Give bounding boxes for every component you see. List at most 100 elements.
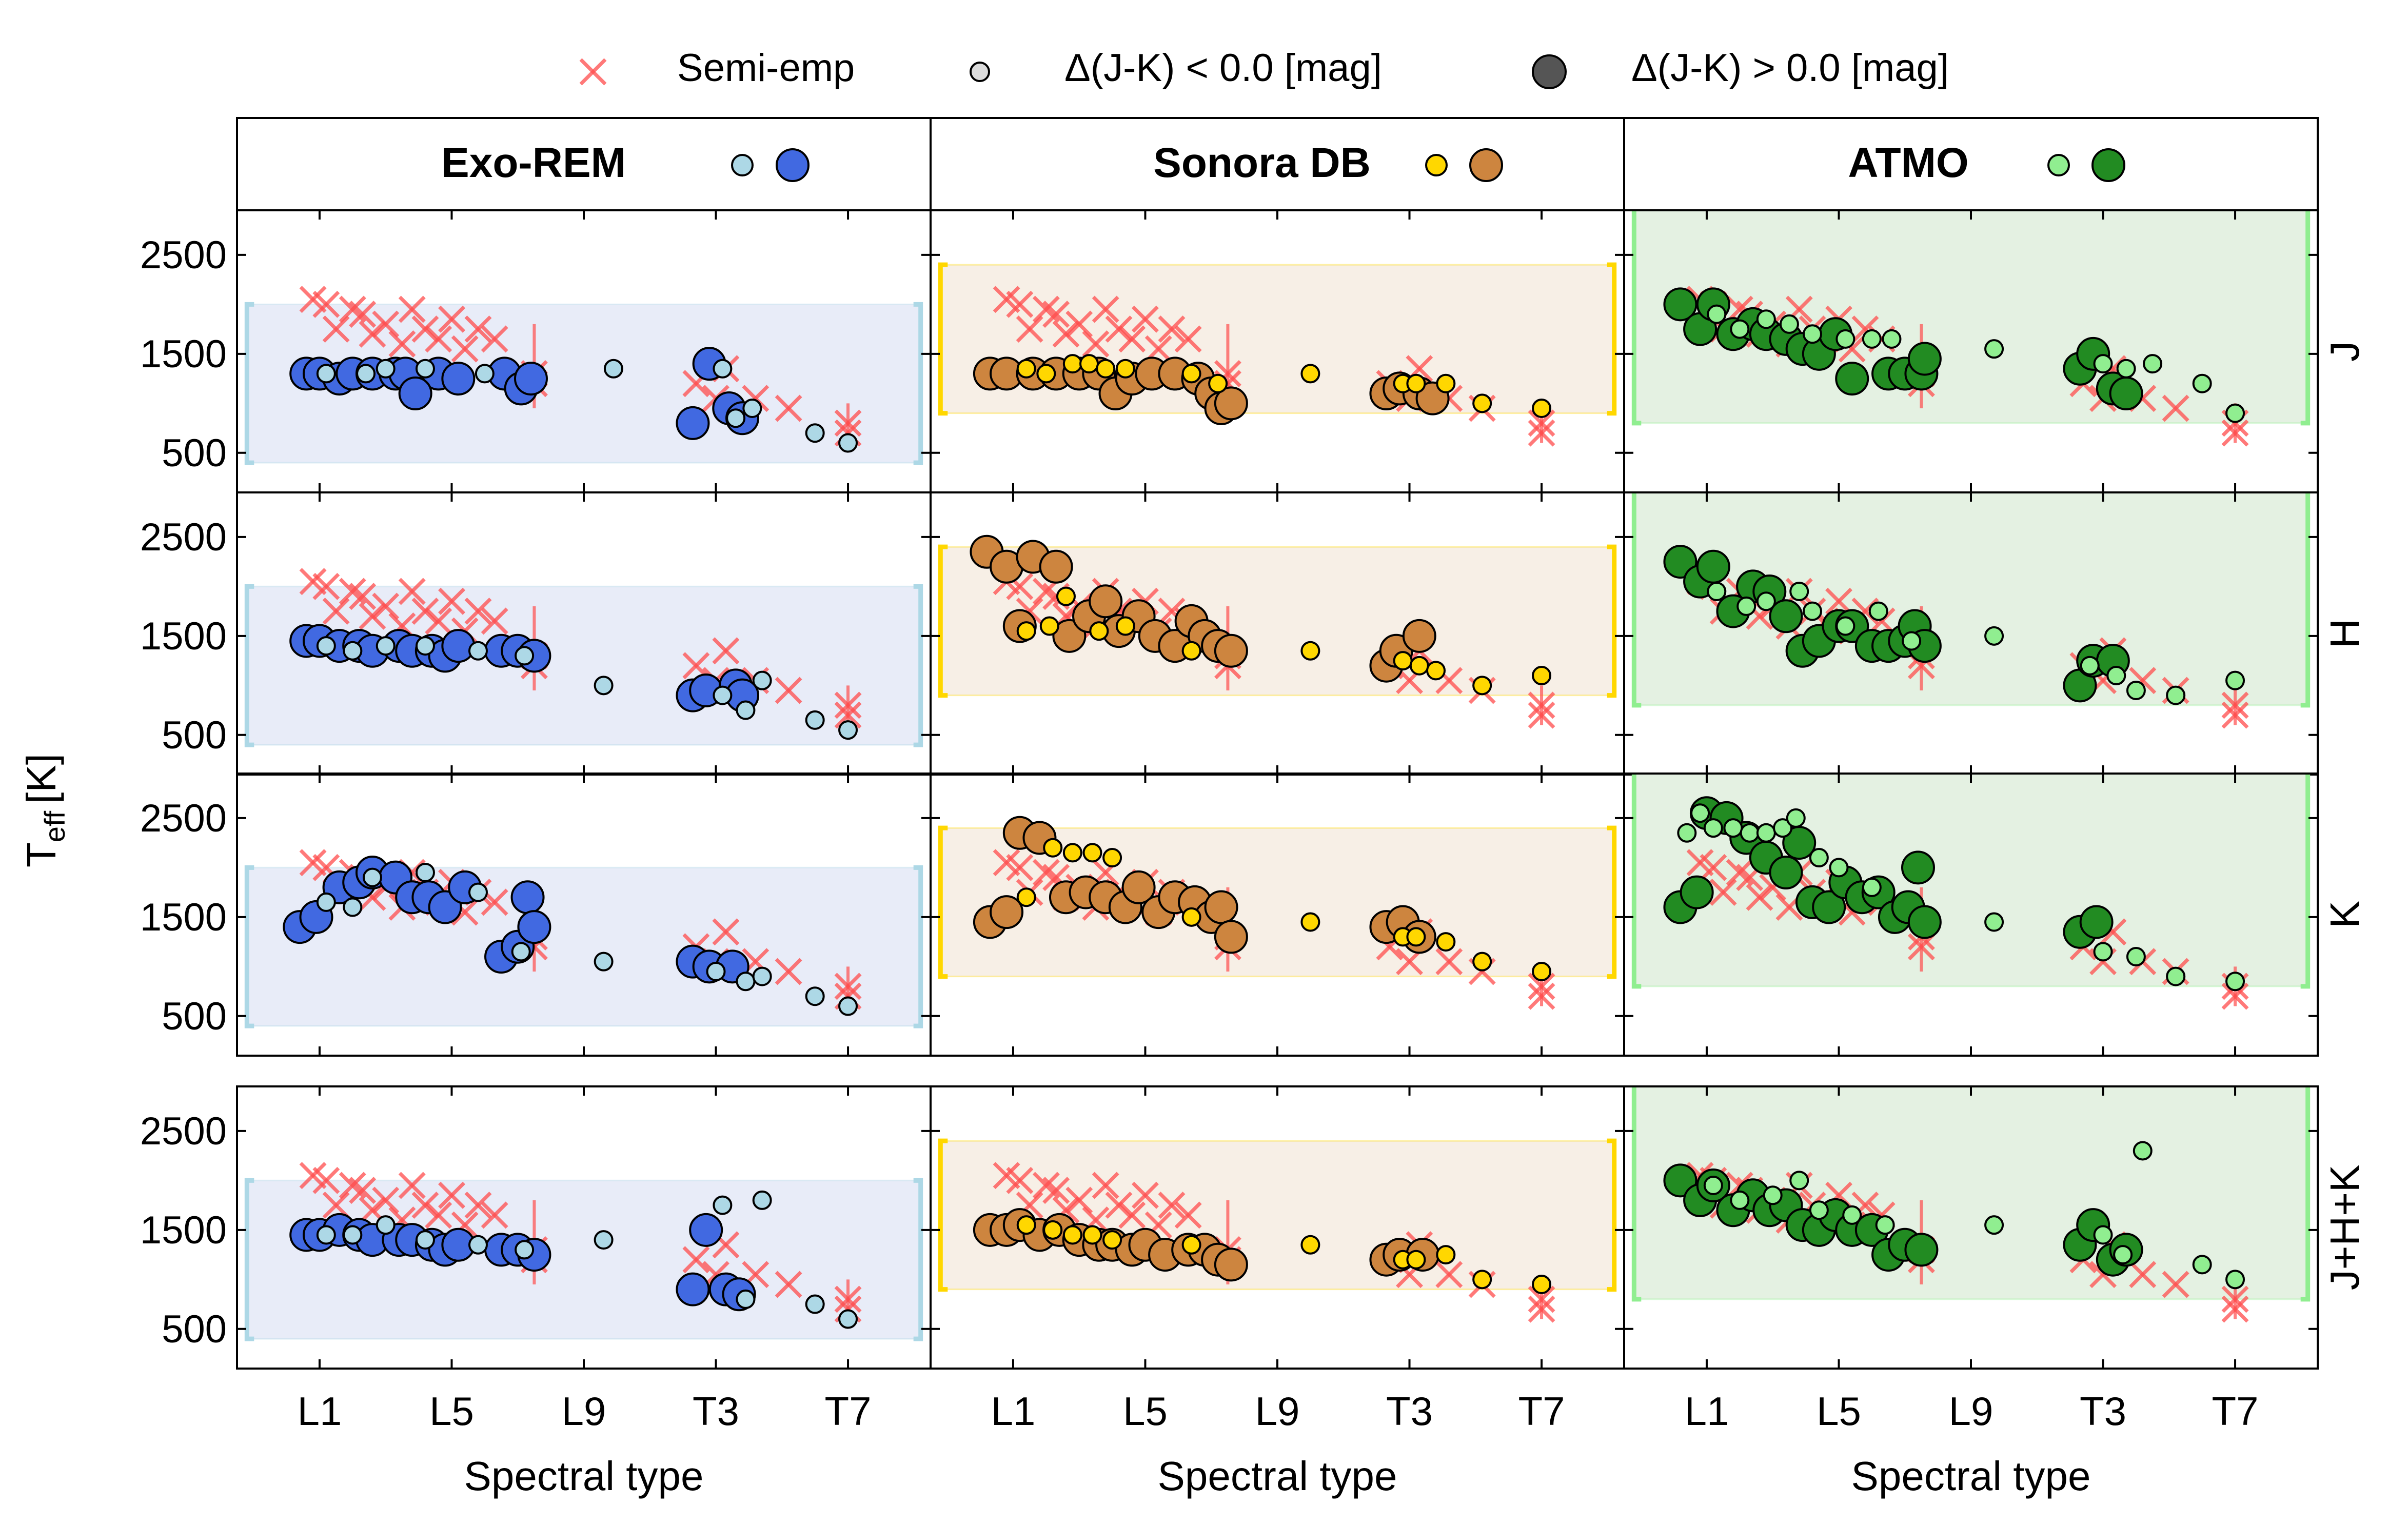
y-tick-label: 500 xyxy=(162,1308,227,1351)
semi-emp-marker xyxy=(388,330,416,358)
small-marker xyxy=(1089,621,1109,641)
panel-sonora-k xyxy=(930,773,1625,1057)
large-marker xyxy=(1901,850,1935,885)
small-marker xyxy=(1763,1185,1783,1205)
validity-bracket-left xyxy=(1631,1086,1642,1302)
semi-emp-marker xyxy=(481,607,508,635)
semi-emp-marker xyxy=(682,1246,710,1274)
semi-emp-marker xyxy=(1105,315,1133,343)
small-marker xyxy=(343,897,363,917)
small-marker xyxy=(706,961,726,981)
row-label-h: H xyxy=(2322,619,2367,648)
validity-bracket-left xyxy=(1631,210,1642,426)
legend: Semi-emp Δ(J-K) < 0.0 [mag] Δ(J-K) > 0.0… xyxy=(579,46,1949,90)
semi-emp-marker xyxy=(2162,394,2189,422)
small-marker xyxy=(1740,823,1760,843)
panel-atmo-j: J xyxy=(1623,209,2367,493)
small-marker xyxy=(1789,581,1809,601)
small-marker xyxy=(1835,616,1856,636)
small-marker xyxy=(1082,843,1102,863)
small-marker xyxy=(1406,1250,1426,1270)
validity-bracket-left xyxy=(938,262,948,416)
small-marker xyxy=(594,952,614,972)
small-marker xyxy=(2133,1141,2153,1161)
small-marker xyxy=(316,1225,336,1245)
validity-bracket-left xyxy=(244,584,254,747)
large-marker xyxy=(1663,287,1698,322)
semi-emp-marker xyxy=(1174,325,1202,353)
small-marker xyxy=(1789,1171,1809,1191)
header-title-exorem: Exo-REM xyxy=(441,140,626,186)
semi-emp-marker xyxy=(1105,1192,1133,1219)
small-marker xyxy=(752,1190,772,1210)
panel-exorem-k: 500 1500 2500 xyxy=(140,773,932,1057)
semi-emp-marker xyxy=(1006,854,1034,881)
small-marker xyxy=(1300,641,1320,661)
x-tick-label: T7 xyxy=(1518,1389,1565,1434)
semi-emp-marker xyxy=(322,1192,350,1219)
y-tick-label: 500 xyxy=(162,431,227,475)
x-tick-label: L5 xyxy=(1817,1389,1861,1434)
small-marker xyxy=(1532,398,1552,418)
small-marker xyxy=(1016,1215,1036,1235)
semi-emp-marker xyxy=(1065,1186,1093,1214)
small-marker xyxy=(415,636,435,656)
semi-emp-marker xyxy=(398,295,426,323)
semi-emp-marker xyxy=(1118,325,1146,353)
small-marker xyxy=(713,1195,733,1215)
small-marker xyxy=(1406,373,1426,393)
small-marker xyxy=(1426,661,1446,681)
legend-small-label: Δ(J-K) < 0.0 [mag] xyxy=(1064,46,1382,90)
small-marker xyxy=(511,942,531,962)
large-marker xyxy=(1402,619,1436,653)
small-marker xyxy=(1756,823,1776,843)
small-marker xyxy=(1723,818,1743,838)
validity-bracket-right xyxy=(2300,492,2311,708)
semi-emp-marker xyxy=(1092,295,1119,323)
small-marker xyxy=(1036,364,1056,384)
semi-emp-marker xyxy=(1435,948,1463,976)
small-marker xyxy=(1902,631,1922,651)
small-marker xyxy=(316,364,336,384)
small-marker xyxy=(343,1225,363,1245)
small-marker xyxy=(2106,666,2126,686)
small-marker xyxy=(1984,626,2004,646)
small-marker xyxy=(1984,912,2004,932)
small-marker xyxy=(1181,641,1201,661)
small-marker xyxy=(1406,927,1426,947)
small-marker xyxy=(1736,596,1756,616)
validity-bracket-left xyxy=(1631,774,1642,989)
semi-emp-marker xyxy=(1092,1172,1119,1199)
small-marker xyxy=(1300,364,1320,384)
header-small-marker-sonora xyxy=(1425,154,1448,176)
validity-bracket-right xyxy=(2300,1086,2311,1302)
small-marker xyxy=(515,646,535,666)
semi-emp-marker xyxy=(1006,1166,1034,1194)
large-marker xyxy=(676,1272,710,1306)
semi-emp-marker xyxy=(425,1201,452,1229)
small-marker xyxy=(468,1235,488,1255)
semi-emp-marker xyxy=(398,578,426,605)
large-marker xyxy=(1696,549,1730,584)
small-marker xyxy=(713,359,733,379)
small-marker xyxy=(726,408,746,428)
small-marker xyxy=(1300,912,1320,932)
small-marker xyxy=(1181,1235,1201,1255)
x-axis-label-sonora: Spectral type xyxy=(1158,1453,1397,1499)
small-marker xyxy=(1043,838,1063,858)
small-marker xyxy=(1984,1215,2004,1235)
validity-bracket-left xyxy=(938,1138,948,1292)
semi-emp-marker xyxy=(1042,1177,1070,1204)
small-marker xyxy=(1862,877,1882,897)
small-marker xyxy=(838,1309,858,1329)
small-marker xyxy=(1115,359,1135,379)
small-marker xyxy=(805,986,825,1006)
large-marker xyxy=(1769,855,1803,889)
validity-band xyxy=(246,1179,922,1340)
validity-bracket-right xyxy=(1607,544,1617,698)
small-marker xyxy=(316,636,336,656)
large-marker xyxy=(676,406,710,440)
validity-bracket-left xyxy=(244,302,254,465)
large-marker xyxy=(1214,920,1248,954)
x-tick-label: T7 xyxy=(825,1389,872,1434)
